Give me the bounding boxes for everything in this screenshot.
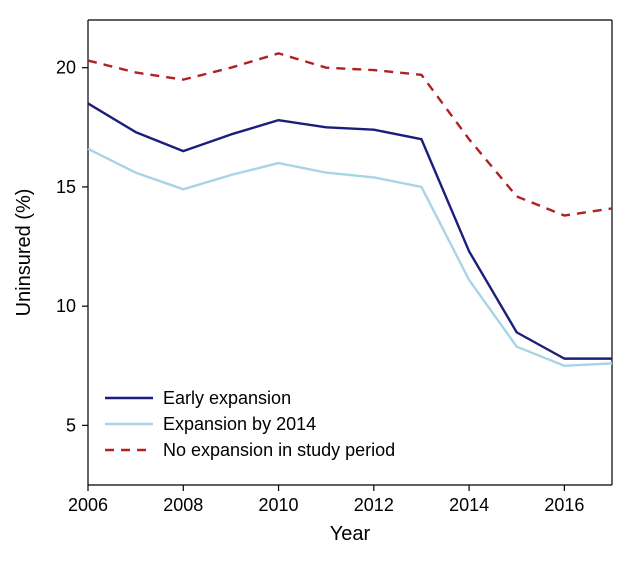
legend-label-no_expansion: No expansion in study period [163,440,395,460]
x-tick-label: 2008 [163,495,203,515]
y-tick-label: 20 [56,58,76,78]
x-tick-label: 2010 [259,495,299,515]
x-axis-title: Year [330,523,371,545]
y-axis-title: Uninsured (%) [13,189,35,317]
x-tick-label: 2012 [354,495,394,515]
x-tick-label: 2016 [544,495,584,515]
uninsured-line-chart: 2006 2008 2010 2012 2014 2016 5 10 15 20 Year Unins… [0,0,631,569]
legend-label-early_expansion: Early expansion [163,388,291,408]
y-tick-label: 15 [56,177,76,197]
x-tick-label: 2014 [449,495,489,515]
chart-svg: 2006 2008 2010 2012 2014 2016 5 10 15 20 Year Unins… [0,0,631,569]
chart-background [0,0,631,569]
legend-label-expansion_by_2014: Expansion by 2014 [163,414,316,434]
y-tick-label: 10 [56,296,76,316]
y-tick-label: 5 [66,415,76,435]
x-tick-label: 2006 [68,495,108,515]
